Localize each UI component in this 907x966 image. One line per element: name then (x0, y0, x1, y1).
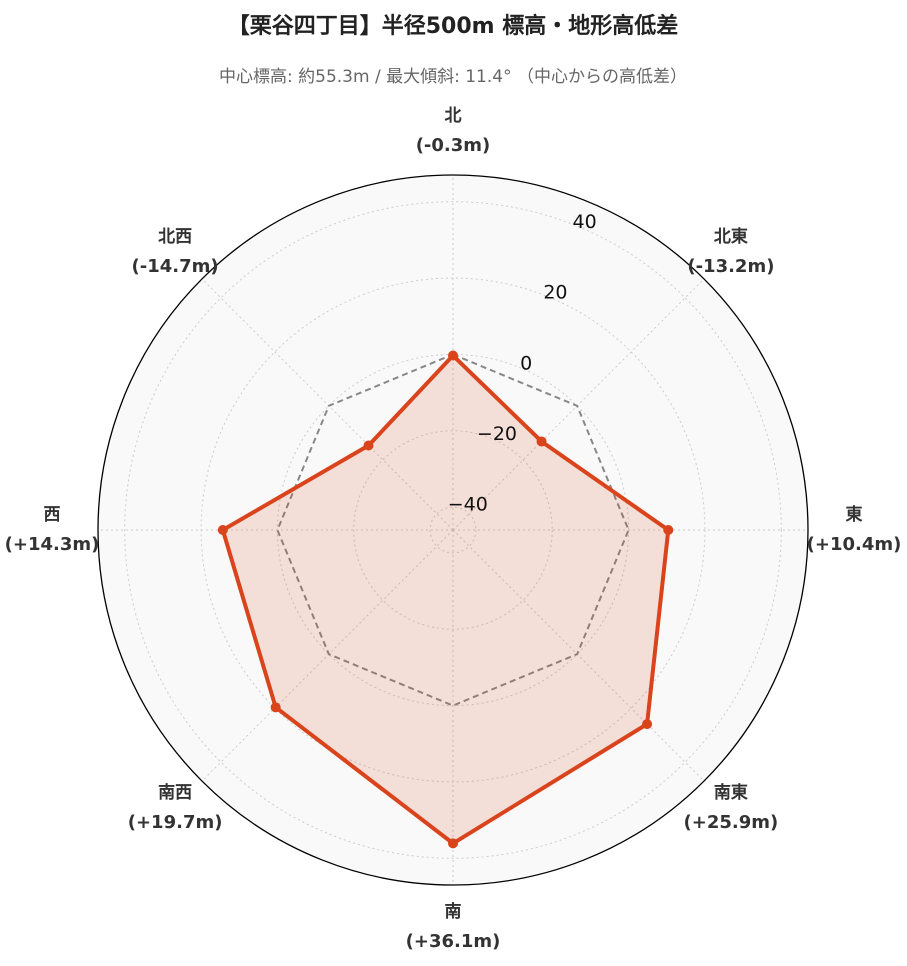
radar-point (448, 838, 458, 849)
value-label: (-13.2m) (687, 256, 774, 277)
grid-spoke (201, 278, 454, 531)
category-label: 北東 (714, 226, 748, 247)
grid-ring (353, 430, 553, 630)
grid-spoke (452, 529, 705, 782)
radar-point (642, 719, 653, 730)
chart-title: 【栗谷四丁目】半径500m 標高・地形高低差 (228, 13, 679, 39)
r-tick-label: 20 (543, 282, 567, 304)
radar-point (536, 436, 547, 447)
grid-ring (429, 506, 477, 554)
radar-point (270, 702, 281, 713)
value-label: (+10.4m) (807, 534, 902, 555)
baseline (276, 353, 630, 707)
radar-point (448, 350, 458, 361)
radar-point (363, 440, 374, 451)
category-label: 北 (445, 106, 462, 126)
value-label: (+19.7m) (128, 812, 223, 833)
category-label: 北西 (158, 227, 192, 247)
r-tick-label: −20 (477, 423, 517, 445)
grid-ring (124, 201, 782, 859)
r-tick-label: 0 (520, 352, 532, 374)
value-label: (+36.1m) (406, 931, 501, 952)
category-label: 西 (44, 505, 61, 525)
category-label: 東 (846, 504, 863, 525)
grid-spoke (201, 529, 454, 782)
grid-spoke (452, 278, 705, 531)
radar-point (217, 525, 228, 535)
value-label: (+14.3m) (5, 534, 100, 555)
category-label: 南東 (714, 782, 748, 803)
value-label: (+25.9m) (684, 812, 779, 833)
chart-subtitle: 中心標高: 約55.3m / 最大傾斜: 11.4° （中心からの高低差） (219, 67, 687, 87)
value-label: (-14.7m) (132, 256, 219, 277)
radar-point (663, 525, 674, 535)
category-label: 南西 (158, 782, 192, 803)
r-tick-label: −40 (448, 493, 488, 515)
value-label: (-0.3m) (416, 135, 491, 156)
category-label: 南 (445, 901, 462, 922)
r-tick-label: 40 (573, 211, 597, 233)
